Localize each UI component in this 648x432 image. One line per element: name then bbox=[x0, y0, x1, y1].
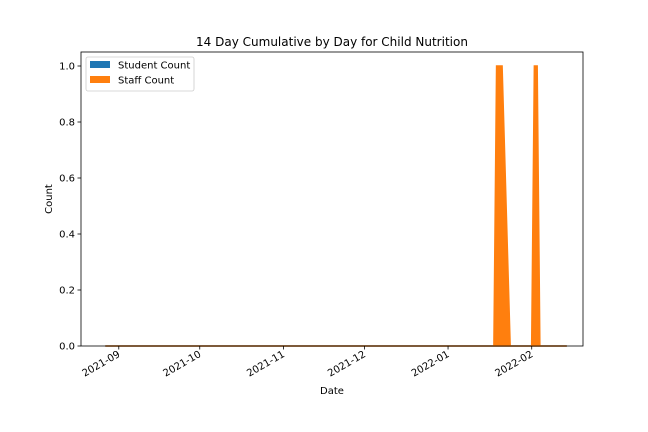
y-axis: 0.0 0.2 0.4 0.6 0.8 1.0 bbox=[59, 62, 81, 353]
legend-swatch-staff bbox=[90, 76, 110, 83]
legend: Student Count Staff Count bbox=[85, 56, 195, 92]
y-axis-label: Count bbox=[44, 184, 55, 214]
y-tick-label: 0.4 bbox=[59, 230, 75, 241]
y-tick-label: 0.2 bbox=[59, 286, 75, 297]
legend-label-staff: Staff Count bbox=[118, 76, 174, 87]
legend-box bbox=[85, 56, 195, 92]
y-tick-label: 0.6 bbox=[59, 174, 75, 185]
y-tick-label: 0.8 bbox=[59, 118, 75, 129]
axes-frame bbox=[80, 51, 584, 347]
x-axis-label: Date bbox=[320, 386, 344, 397]
legend-swatch-student bbox=[90, 61, 110, 68]
chart-title: 14 Day Cumulative by Day for Child Nutri… bbox=[196, 35, 468, 49]
y-tick-label: 1.0 bbox=[59, 62, 75, 73]
y-tick-label: 0.0 bbox=[59, 342, 75, 353]
legend-label-student: Student Count bbox=[118, 61, 190, 72]
